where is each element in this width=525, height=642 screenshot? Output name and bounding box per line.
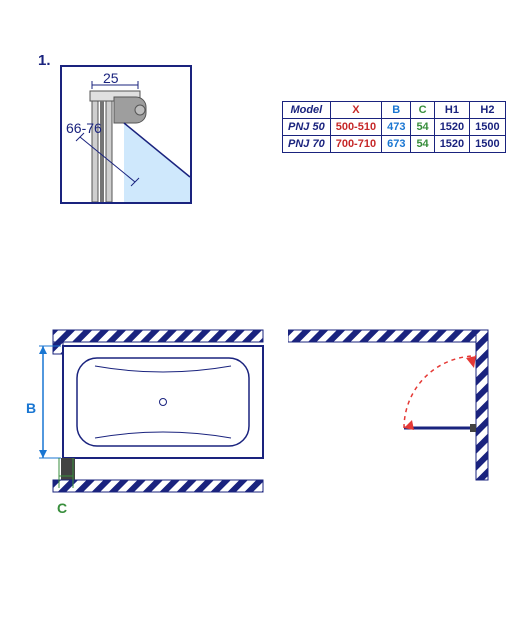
cell-h2: 1500	[470, 136, 505, 153]
col-b: B	[382, 102, 411, 119]
plan-dim-b: B	[26, 400, 36, 416]
detail-dim-25: 25	[103, 70, 119, 86]
cell-h1: 1520	[434, 136, 469, 153]
col-c: C	[411, 102, 434, 119]
cell-c: 54	[411, 119, 434, 136]
plan-dim-c: C	[57, 500, 67, 516]
detail-panel-number: 1.	[38, 52, 51, 69]
cell-b: 473	[382, 119, 411, 136]
cell-h1: 1520	[434, 119, 469, 136]
col-model: Model	[283, 102, 331, 119]
cell-c: 54	[411, 136, 434, 153]
col-h2: H2	[470, 102, 505, 119]
cell-x: 500-510	[330, 119, 381, 136]
cell-model: PNJ 70	[283, 136, 331, 153]
detail-dim-66-76: 66-76	[66, 120, 102, 136]
plan-swing	[288, 328, 503, 493]
cell-x: 700-710	[330, 136, 381, 153]
col-h1: H1	[434, 102, 469, 119]
plan-bathtub	[35, 328, 265, 493]
spec-table: Model X B C H1 H2 PNJ 50 500-510 473 54 …	[282, 101, 506, 153]
col-x: X	[330, 102, 381, 119]
spec-row: PNJ 70 700-710 673 54 1520 1500	[283, 136, 506, 153]
spec-header-row: Model X B C H1 H2	[283, 102, 506, 119]
cell-b: 673	[382, 136, 411, 153]
cell-model: PNJ 50	[283, 119, 331, 136]
spec-row: PNJ 50 500-510 473 54 1520 1500	[283, 119, 506, 136]
cell-h2: 1500	[470, 119, 505, 136]
